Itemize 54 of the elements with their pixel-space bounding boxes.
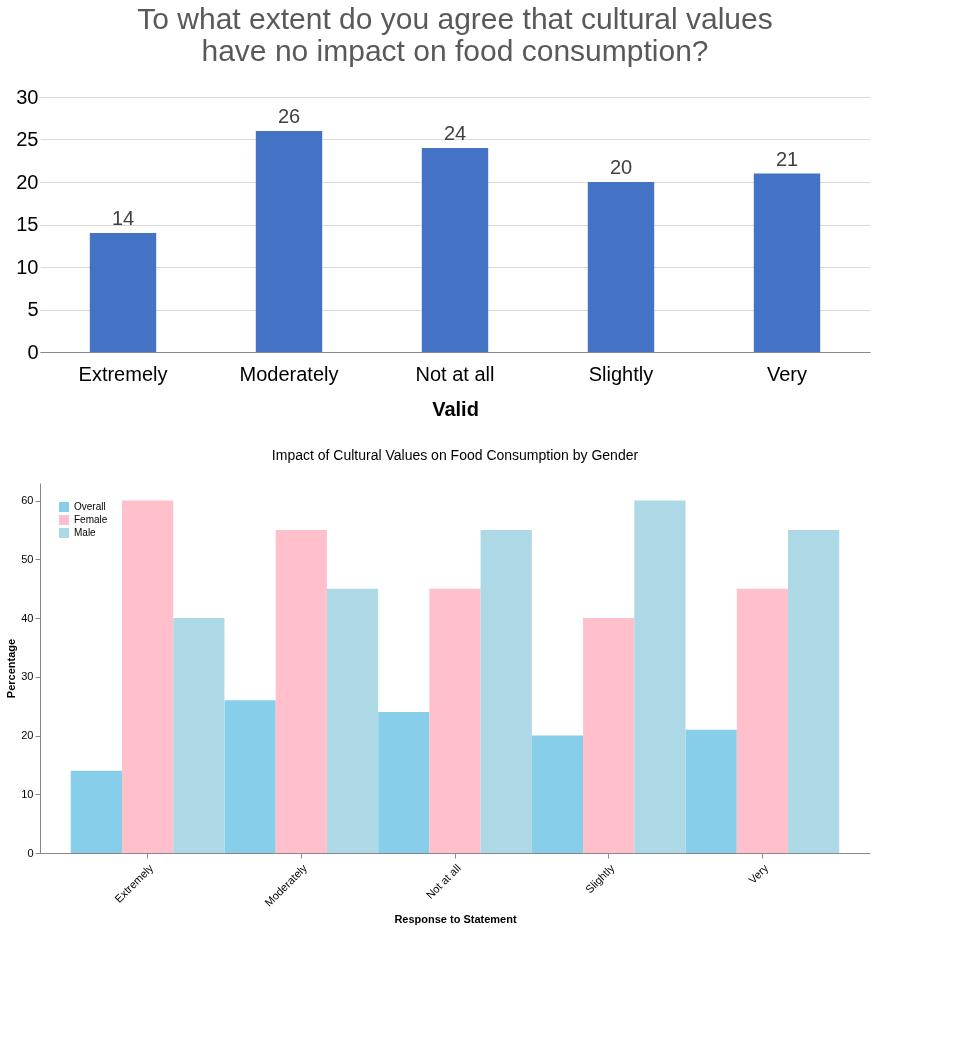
y-tick-label: 25: [16, 128, 39, 150]
x-tick-label: Not at all: [423, 861, 463, 901]
x-tick-label: Extremely: [78, 362, 168, 385]
x-tick-label: Not at all: [415, 362, 495, 385]
bar: [587, 182, 655, 352]
bar: [70, 770, 122, 853]
y-tick-label: 15: [16, 213, 39, 235]
y-tick-label: 40: [21, 611, 34, 624]
bar: [736, 588, 789, 853]
x-tick-label: Moderately: [239, 362, 339, 385]
y-tick-label: 20: [16, 170, 39, 193]
x-tick-label: Very: [746, 861, 771, 886]
bar: [685, 729, 737, 853]
y-tick-label: 60: [21, 494, 34, 507]
data-label: 26: [277, 105, 301, 127]
y-tick-label: 10: [16, 255, 39, 278]
bar: [480, 529, 532, 853]
bar: [89, 233, 157, 352]
bar: [583, 618, 635, 853]
y-tick-label: 30: [16, 85, 39, 108]
bar: [275, 529, 327, 853]
data-label: 21: [775, 147, 799, 170]
bar: [378, 712, 430, 853]
x-tick-label: Slightly: [588, 362, 654, 385]
y-tick-label: 50: [21, 552, 34, 565]
bar: [121, 500, 174, 853]
data-label: 20: [609, 156, 633, 178]
bar: [753, 173, 821, 352]
y-tick-label: 10: [21, 787, 34, 800]
y-tick-label: 30: [21, 670, 34, 683]
bar: [429, 588, 481, 853]
bar: [173, 618, 225, 853]
bar: [788, 529, 840, 853]
legend-label: Female: [74, 514, 108, 525]
y-tick-label: 0: [27, 340, 39, 363]
data-label: 14: [111, 207, 135, 229]
y-tick-label: 5: [27, 298, 39, 320]
x-axis-title: Valid: [432, 397, 479, 420]
bar: [421, 148, 489, 352]
data-label: 24: [443, 122, 467, 144]
x-axis-title: Response to Statement: [394, 912, 517, 925]
bar: [634, 500, 686, 853]
chart-title: Impact of Cultural Values on Food Consumption by Gender: [271, 447, 639, 463]
y-tick-label: 0: [27, 846, 34, 859]
y-axis-title: Percentage: [5, 638, 18, 699]
y-tick-label: 20: [21, 729, 34, 742]
bar: [255, 131, 323, 352]
x-tick-label: Very: [766, 362, 808, 385]
bar: [531, 735, 584, 853]
legend-label: Male: [74, 527, 97, 538]
chart-title: To what extent do you agree that cultural values have no impact on food consumption?: [137, 2, 773, 67]
legend-label: Overall: [74, 501, 106, 512]
bar: [224, 700, 276, 853]
bar: [326, 588, 379, 853]
